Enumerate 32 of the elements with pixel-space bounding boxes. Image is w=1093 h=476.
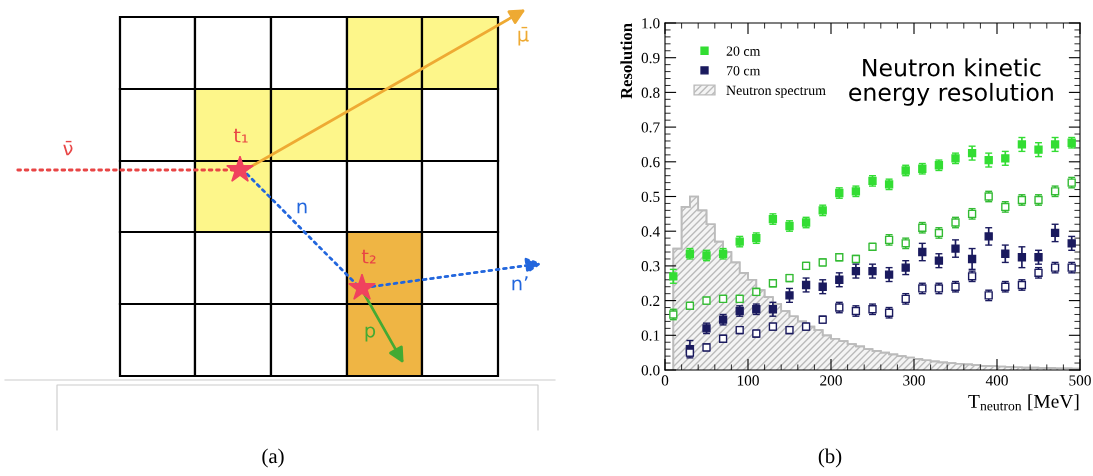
- y-tick-label: 0.1: [641, 330, 660, 341]
- legend-label: Neutron spectrum: [726, 85, 826, 98]
- x-tick-label: 100: [737, 375, 759, 386]
- x-tick-label: 200: [820, 375, 842, 386]
- y-tick-label: 0.9: [641, 52, 660, 64]
- x-tick-label: 300: [903, 375, 925, 386]
- text: t₁: [233, 128, 248, 143]
- text: p: [365, 326, 376, 342]
- x-axis-title: T$_{neutron}$ [MeV]: [968, 394, 1079, 411]
- y-tick-label: 0.2: [641, 295, 660, 307]
- text: (a): [262, 448, 284, 468]
- text: n’: [512, 276, 528, 291]
- y-tick-label: 0.0: [641, 365, 660, 376]
- legend-label: 20 cm: [726, 46, 761, 56]
- text: μ̄: [518, 26, 529, 46]
- y-tick-label: 0.3: [641, 261, 660, 272]
- text: ν̄: [63, 140, 73, 156]
- text: Neutron kinetic energy resolution: [849, 58, 1053, 106]
- legend-label: 70 cm: [726, 66, 761, 76]
- y-tick-label: 0.6: [641, 156, 660, 168]
- text: n: [297, 202, 307, 214]
- text: (b): [818, 448, 842, 468]
- x-tick-label: 0: [661, 375, 669, 386]
- text: t₂: [361, 249, 376, 264]
- y-tick-label: 0.5: [641, 191, 660, 203]
- x-tick-label: 400: [985, 375, 1008, 386]
- y-tick-label: 0.4: [641, 226, 660, 237]
- y-axis-title: Resolution: [620, 23, 633, 99]
- x-tick-label: 500: [1069, 375, 1091, 386]
- y-tick-label: 1.0: [642, 18, 660, 29]
- y-tick-label: 0.8: [641, 87, 660, 98]
- y-tick-label: 0.7: [641, 122, 660, 133]
